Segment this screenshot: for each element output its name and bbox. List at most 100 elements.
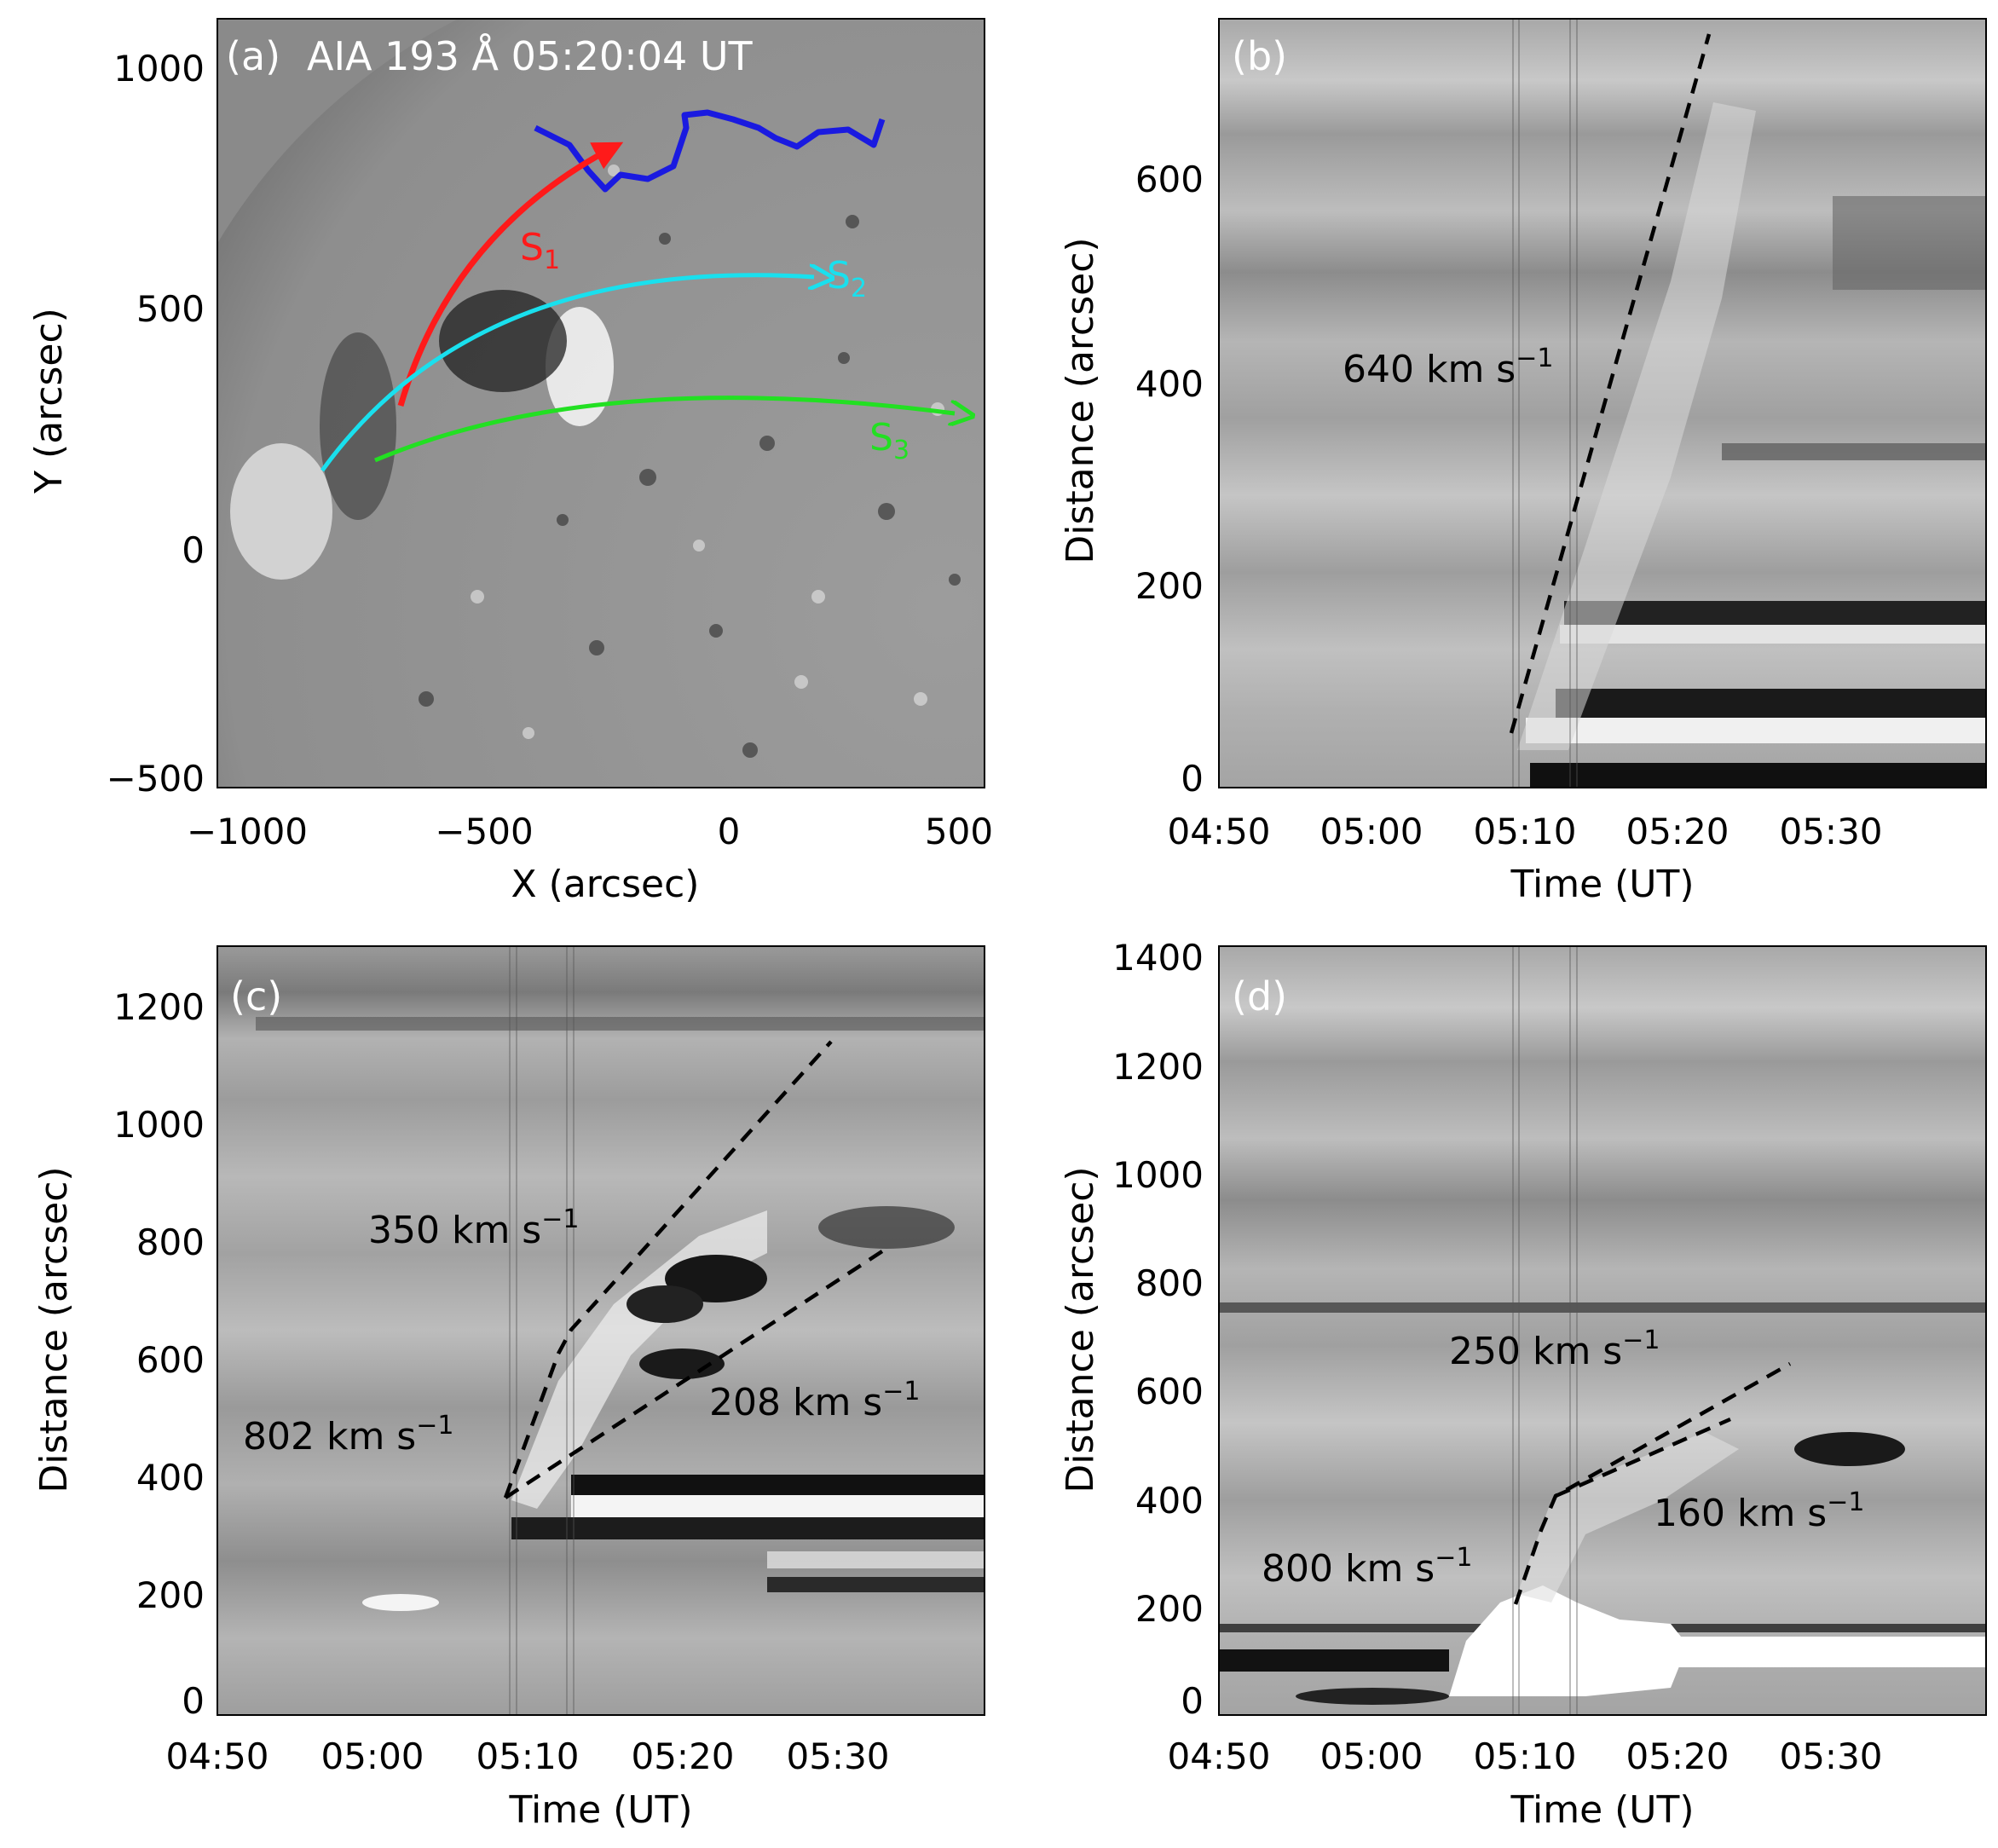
panel-d-xlabel: Time (UT) bbox=[1510, 1788, 1694, 1832]
panel-d-xtick: 05:30 bbox=[1779, 1735, 1882, 1777]
panel-c-ytick: 1200 bbox=[113, 986, 205, 1028]
slice-s2 bbox=[320, 275, 814, 472]
panel-d-ylabel: Distance (arcsec) bbox=[1059, 1166, 1102, 1493]
coronal-hole-boundary bbox=[534, 109, 886, 193]
panel-d-xtick: 05:10 bbox=[1473, 1735, 1576, 1777]
panel-a-xtick: −500 bbox=[435, 811, 533, 852]
panel-b-xtick: 05:00 bbox=[1319, 811, 1423, 852]
panel-b-ylabel: Distance (arcsec) bbox=[1059, 237, 1102, 563]
panel-c-ytick: 200 bbox=[136, 1574, 205, 1616]
panel-a-ytick: 500 bbox=[136, 288, 205, 330]
bright-band bbox=[767, 1551, 985, 1568]
panel-c-xtick: 05:30 bbox=[786, 1735, 889, 1777]
panel-d-label: (d) bbox=[1232, 973, 1287, 1019]
speed-label: 160 km s−1 bbox=[1654, 1487, 1864, 1535]
panel-c-xtick: 05:20 bbox=[631, 1735, 734, 1777]
fit-line bbox=[1509, 33, 1712, 734]
panel-d-ytick: 600 bbox=[1135, 1371, 1204, 1412]
panel-d-xtick: 04:50 bbox=[1167, 1735, 1270, 1777]
dark-band bbox=[571, 1475, 985, 1495]
slice-s3 bbox=[374, 396, 955, 463]
slice-s2-label: S2 bbox=[827, 254, 867, 303]
panel-a-ytick: 1000 bbox=[113, 48, 205, 90]
panel-a-label: (a) bbox=[226, 33, 280, 79]
panel-c-ytick: 600 bbox=[136, 1339, 205, 1381]
panel-b-xtick: 05:20 bbox=[1626, 811, 1729, 852]
panel-a-ylabel: Y (arcsec) bbox=[27, 308, 71, 494]
dark-band bbox=[511, 1517, 985, 1539]
panel-d-xtick: 05:00 bbox=[1319, 1735, 1423, 1777]
dark-blob bbox=[627, 1285, 703, 1323]
bright-front bbox=[1517, 1432, 1739, 1603]
vertical-artifacts bbox=[509, 946, 575, 1715]
panel-b-xtick: 05:30 bbox=[1779, 811, 1882, 852]
speed-label: 208 km s−1 bbox=[709, 1377, 920, 1424]
panel-a-xtick: −1000 bbox=[187, 811, 308, 852]
dark-blob bbox=[639, 1348, 725, 1379]
speed-label: 800 km s−1 bbox=[1262, 1543, 1472, 1591]
panel-c-ytick: 1000 bbox=[113, 1104, 205, 1146]
panel-d-ytick: 1000 bbox=[1112, 1154, 1204, 1196]
panel-b-xtick: 04:50 bbox=[1167, 811, 1270, 852]
dark-band bbox=[256, 1017, 985, 1031]
panel-b-ytick: 400 bbox=[1135, 363, 1204, 405]
dark-band bbox=[1833, 196, 1986, 290]
panel-c-xtick: 05:00 bbox=[320, 1735, 424, 1777]
disk-texture bbox=[419, 165, 961, 758]
panel-a-ytick: −500 bbox=[107, 758, 205, 800]
panel-a-title: AIA 193 Å 05:20:04 UT bbox=[307, 33, 754, 79]
bright-band bbox=[1560, 625, 1986, 644]
dark-blob bbox=[1794, 1432, 1905, 1466]
dark-band bbox=[1219, 1649, 1449, 1672]
speed-label: 640 km s−1 bbox=[1343, 344, 1553, 391]
panel-c-ytick: 0 bbox=[182, 1680, 205, 1722]
panel-b-ytick: 600 bbox=[1135, 159, 1204, 200]
panel-b: (b) 640 km s−1 04:50 05:00 05:10 05:20 0… bbox=[1059, 18, 1987, 906]
active-region-dark bbox=[439, 290, 567, 392]
dark-band bbox=[767, 1577, 985, 1592]
bright-blob bbox=[362, 1594, 439, 1611]
bright-region bbox=[1449, 1585, 1688, 1696]
panel-a-xlabel: X (arcsec) bbox=[511, 863, 700, 906]
bright-band bbox=[571, 1495, 985, 1517]
dark-band bbox=[1530, 763, 1986, 788]
panel-b-xtick: 05:10 bbox=[1473, 811, 1576, 852]
panel-c-ytick: 400 bbox=[136, 1457, 205, 1499]
fit-line bbox=[503, 1040, 833, 1499]
fit-line bbox=[1513, 1362, 1792, 1605]
panel-c-ytick: 800 bbox=[136, 1221, 205, 1263]
bright-band bbox=[1526, 718, 1986, 743]
dark-band bbox=[1556, 689, 1986, 718]
speed-label: 350 km s−1 bbox=[368, 1204, 579, 1252]
panel-d-ytick: 200 bbox=[1135, 1588, 1204, 1630]
panel-b-label: (b) bbox=[1232, 33, 1287, 79]
dark-band bbox=[1564, 601, 1986, 625]
slice-s3-label: S3 bbox=[869, 416, 909, 465]
panel-a: (a) AIA 193 Å 05:20:04 UT S1 S2 S3 −1000… bbox=[27, 18, 993, 906]
panel-d-ytick: 0 bbox=[1181, 1680, 1204, 1722]
panel-b-xlabel: Time (UT) bbox=[1510, 863, 1694, 906]
slice-s1-label: S1 bbox=[520, 226, 560, 275]
panel-d: (d) 250 km s−1 160 km s−1 800 km s−1 04:… bbox=[1059, 937, 1987, 1832]
panel-c-xtick: 04:50 bbox=[165, 1735, 269, 1777]
panel-c-xlabel: Time (UT) bbox=[508, 1788, 692, 1832]
panel-d-xtick: 05:20 bbox=[1626, 1735, 1729, 1777]
panel-b-ytick: 0 bbox=[1181, 758, 1204, 800]
speed-label: 250 km s−1 bbox=[1449, 1325, 1660, 1373]
vertical-artifacts bbox=[1512, 946, 1578, 1715]
panel-c-label: (c) bbox=[230, 973, 282, 1019]
fit-line bbox=[1555, 1417, 1731, 1499]
dark-band bbox=[1219, 1302, 1986, 1313]
panel-a-xtick: 0 bbox=[718, 811, 741, 852]
dark-band bbox=[1722, 443, 1986, 460]
bright-band bbox=[1654, 1637, 1986, 1667]
panel-c-xtick: 05:10 bbox=[476, 1735, 579, 1777]
speed-label: 802 km s−1 bbox=[243, 1411, 453, 1458]
vertical-artifacts bbox=[1512, 19, 1578, 788]
panel-d-frame bbox=[1219, 946, 1986, 1715]
slice-s1 bbox=[397, 141, 624, 407]
panel-a-xtick: 500 bbox=[925, 811, 993, 852]
panel-d-ytick: 1400 bbox=[1112, 937, 1204, 979]
dark-blob bbox=[1296, 1688, 1449, 1705]
panel-b-frame bbox=[1219, 19, 1986, 788]
